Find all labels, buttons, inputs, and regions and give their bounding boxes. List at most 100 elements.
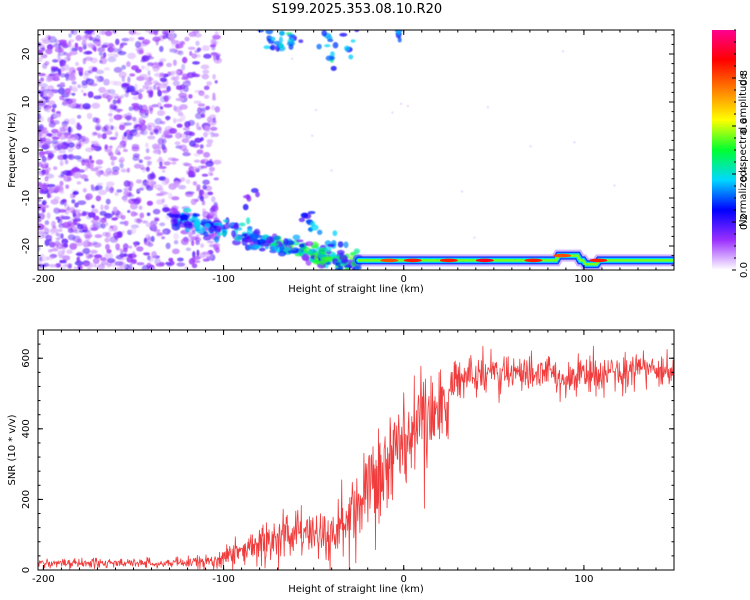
spectrogram-blob (212, 53, 217, 61)
spectrogram-blob (182, 152, 191, 157)
spectrogram-blob (100, 204, 104, 211)
spectrogram-blob (64, 73, 70, 79)
spectrogram-blob (114, 108, 123, 112)
spectrogram-blob (148, 266, 156, 270)
spectrogram-blob (115, 38, 120, 46)
spectrogram-blob (138, 108, 143, 116)
spectrogram-blob (215, 54, 220, 61)
spectrogram-blob (140, 65, 145, 70)
spectrogram-blob (193, 159, 201, 163)
carrier-peak (553, 253, 572, 258)
spectrogram-blob (38, 49, 41, 56)
spectrogram-blob (156, 86, 161, 92)
spectrogram-blob (38, 259, 44, 263)
spectrogram-blob (170, 161, 177, 165)
spectrogram-blob (40, 86, 45, 92)
spectrogram-blob (80, 174, 88, 180)
spectrogram-blob (70, 98, 77, 103)
spectrogram-blob (212, 73, 216, 80)
snr-xtick-label: 100 (574, 574, 593, 585)
spectrogram-blob (149, 131, 154, 136)
spectrogram-blob (109, 186, 114, 194)
spectrogram-blob (109, 47, 115, 51)
spectrogram-blob (91, 66, 98, 72)
spectrogram-blob (134, 212, 139, 216)
spectrogram-blob (59, 160, 64, 167)
spectrogram-blob (87, 91, 94, 98)
spectrogram-blob (192, 181, 198, 186)
spectrogram-blob (78, 46, 83, 53)
spectrogram-blob (172, 218, 177, 224)
spectrogram-blob (191, 229, 196, 235)
spectrogram-blob (64, 56, 71, 62)
spectrogram-blob (146, 166, 150, 172)
spectrogram-blob (185, 133, 192, 140)
spectrogram-blob (64, 133, 74, 139)
spectrogram-blob (141, 169, 147, 173)
spectrogram-blob (208, 166, 216, 172)
spectrogram-blob (270, 244, 275, 252)
spectrogram-blob (85, 252, 92, 260)
spectrogram-blob (39, 188, 44, 195)
spectrogram-blob (67, 137, 71, 143)
spectrogram-blob (41, 168, 46, 176)
spectrogram-blob (158, 165, 167, 170)
spectrogram-blob (109, 117, 114, 123)
spectrogram-blob (196, 47, 202, 52)
spectrogram-blob (91, 204, 95, 209)
spectrogram-blob (124, 91, 129, 98)
spectrogram-blob (109, 156, 118, 161)
spectrogram-blob (185, 247, 192, 251)
snr-series-line (38, 345, 674, 570)
spectrogram-blob (91, 132, 96, 137)
spectrogram-blob (55, 232, 59, 237)
spectrogram-blob (115, 266, 124, 270)
spectrogram-ytick-label: 10 (21, 96, 32, 109)
spectrogram-blob (258, 247, 266, 252)
spectrogram-blob (112, 166, 120, 172)
spectrogram-blob (39, 253, 45, 258)
spectrogram-blob (62, 100, 68, 105)
spectrogram-blob (138, 49, 144, 54)
spectrogram-blob (120, 168, 127, 173)
spectrogram-blob (38, 106, 42, 111)
spectrogram-blob (191, 263, 198, 269)
spectrogram-blob (329, 55, 335, 61)
spectrogram-blob (109, 104, 119, 110)
spectrogram-blob (126, 61, 131, 68)
spectrogram-blob (147, 135, 156, 140)
spectrogram-blob (192, 255, 201, 260)
spectrogram-blob (59, 214, 66, 221)
spectrogram-blob (87, 211, 96, 218)
spectrogram-blob (287, 33, 295, 38)
spectrogram-blob (71, 167, 80, 173)
spectrogram-blob (59, 145, 68, 149)
spectrogram-blob (195, 40, 200, 46)
spectrogram-blob (126, 133, 134, 141)
spectrogram-blob (38, 198, 42, 203)
spectrogram-blob (132, 155, 140, 161)
spectrogram-blob (41, 200, 47, 206)
spectrogram-blob (192, 213, 200, 217)
spectrogram-blob (327, 243, 335, 248)
colorbar-ticks: 0.0 0.2 0.4 0.6 0.8 (732, 29, 750, 278)
spectrogram-blob (159, 72, 165, 77)
spectrogram-blob (94, 234, 103, 239)
spectrogram-blob (107, 56, 117, 63)
spectrogram-blob (71, 80, 77, 85)
spectrogram-blob (75, 61, 79, 67)
spectrogram-blob (112, 99, 117, 105)
spectrogram-blob (214, 80, 218, 84)
spectrogram-blob (214, 106, 221, 113)
spectrogram-blob (67, 91, 72, 96)
spectrogram-blob (183, 220, 190, 225)
spectrogram-blob (128, 37, 135, 42)
spectrogram-blob (82, 57, 87, 65)
spectrogram-blob (176, 123, 183, 128)
spectrogram-blob (74, 42, 79, 49)
spectrogram-blob (320, 250, 326, 255)
spectrogram-blob (144, 65, 150, 72)
spectrogram-blob (130, 211, 137, 217)
spectrogram-blob (143, 156, 152, 160)
spectrogram-blob (46, 212, 51, 219)
